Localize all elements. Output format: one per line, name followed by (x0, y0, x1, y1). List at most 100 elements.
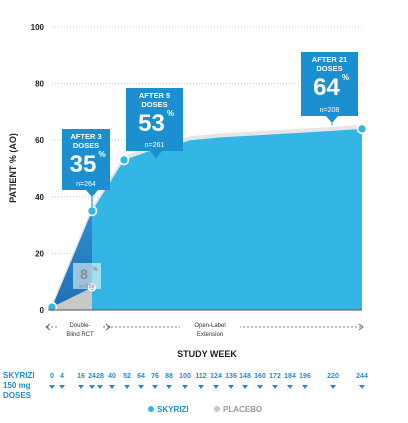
dose-marker (124, 385, 130, 389)
legend-label: PLACEBO (223, 405, 262, 414)
dosing-week-label: 64 (137, 373, 145, 380)
y-axis-label: PATIENT % (AO) (8, 133, 18, 203)
placebo-callout-suffix: % (92, 267, 98, 273)
callout-value: 64 (313, 74, 340, 101)
dosing-week-label: 172 (269, 373, 281, 380)
skyrizi-area (92, 128, 362, 310)
phase-label-bg (180, 320, 240, 342)
phase-label: Double- (69, 323, 90, 329)
callout-n: n=264 (76, 181, 96, 188)
dosing-week-label: 184 (284, 373, 296, 380)
callout-pointer (86, 190, 98, 197)
y-tick-label: 40 (35, 193, 44, 202)
callout-suffix: % (342, 73, 349, 82)
dosing-week-label: 148 (239, 373, 251, 380)
dose-marker (182, 385, 188, 389)
y-tick-label: 80 (35, 80, 44, 89)
dose-marker (228, 385, 234, 389)
dosing-week-label: 124 (210, 373, 222, 380)
phase-arrow-left (45, 323, 51, 331)
y-tick-label: 100 (31, 23, 45, 32)
skyrizi-point (86, 205, 98, 217)
legend-swatch (214, 406, 220, 412)
dosing-week-label: 4 (60, 373, 64, 380)
callout-suffix: % (167, 109, 174, 118)
dose-marker (198, 385, 204, 389)
dose-marker (330, 385, 336, 389)
phase-label-bg (59, 320, 101, 342)
skyrizi-point (356, 123, 368, 135)
y-tick-label: 20 (35, 249, 44, 258)
dose-marker (97, 385, 103, 389)
placebo-area (52, 287, 92, 310)
dose-marker (78, 385, 84, 389)
dosing-week-label: 16 (77, 373, 85, 380)
callout-suffix: % (98, 150, 105, 159)
dose-marker (166, 385, 172, 389)
axes: 0 20 40 60 80 100 PATIENT % (AO) Double- Blind R… (8, 23, 364, 359)
dosing-week-label: 136 (225, 373, 237, 380)
dose-marker (272, 385, 278, 389)
dosing-week-label: 112 (195, 373, 206, 380)
legend: SKYRIZI PLACEBO (148, 405, 262, 414)
phase-arrow-right (358, 323, 364, 331)
dosing-label: SKYRIZI (3, 371, 35, 380)
dosing-week-label: 220 (327, 373, 339, 380)
dose-marker (257, 385, 263, 389)
dose-marker (138, 385, 144, 389)
placebo-callout-background (73, 263, 101, 289)
dosing-week-label: 160 (254, 373, 266, 380)
dosing-week-label: 76 (151, 373, 159, 380)
dosing-week-label: 40 (108, 373, 116, 380)
x-axis-label: STUDY WEEK (177, 349, 237, 359)
callout-background (301, 52, 358, 116)
dose-marker (89, 385, 95, 389)
dose-marker (59, 385, 65, 389)
phase-arrow-mid (105, 323, 111, 331)
callout-value: 53 (138, 110, 165, 137)
placebo-callout-value: 8 (80, 266, 88, 282)
callout-title-line: AFTER 21 (312, 55, 347, 64)
callout-n: n=261 (145, 142, 165, 149)
dose-marker (109, 385, 115, 389)
callout-background (62, 129, 110, 190)
y-tick-label: 60 (35, 136, 44, 145)
dosing-label: 150 mg (3, 381, 31, 390)
dose-marker (287, 385, 293, 389)
dosing-week-label: 244 (356, 373, 368, 380)
dosing-week-label: 52 (123, 373, 131, 380)
dose-marker (152, 385, 158, 389)
callout-background (126, 88, 183, 151)
callout-value: 35 (70, 151, 97, 178)
dose-marker (302, 385, 308, 389)
placebo-callout-n: n=259 (79, 284, 94, 290)
dosing-week-label: 196 (299, 373, 311, 380)
callout-n: n=208 (320, 107, 340, 114)
dose-marker (213, 385, 219, 389)
placebo-callout: 8 % n=259 (73, 263, 101, 290)
y-tick-label: 0 (40, 306, 45, 315)
dosing-week-label: 28 (96, 373, 104, 380)
callout-title-line: AFTER 3 (70, 132, 101, 141)
phase-label: Extension (197, 332, 223, 338)
phase-label: Open-Label (194, 323, 225, 329)
dose-marker (242, 385, 248, 389)
dosing-week-label: 100 (179, 373, 191, 380)
dosing-week-label: 24 (88, 373, 96, 380)
skyrizi-point (118, 154, 130, 166)
dose-marker (359, 385, 365, 389)
callout-title-line: DOSES (73, 141, 99, 150)
dose-marker (49, 385, 55, 389)
callout-title-line: AFTER 5 (139, 91, 170, 100)
callout-pointer (150, 151, 162, 158)
callout-title-line: DOSES (316, 64, 342, 73)
callout-pointer (326, 116, 338, 123)
callout-title-line: DOSES (141, 100, 167, 109)
dosing-week-label: 0 (50, 373, 54, 380)
phase-label: Blind RCT (66, 332, 94, 338)
legend-swatch (148, 406, 154, 412)
